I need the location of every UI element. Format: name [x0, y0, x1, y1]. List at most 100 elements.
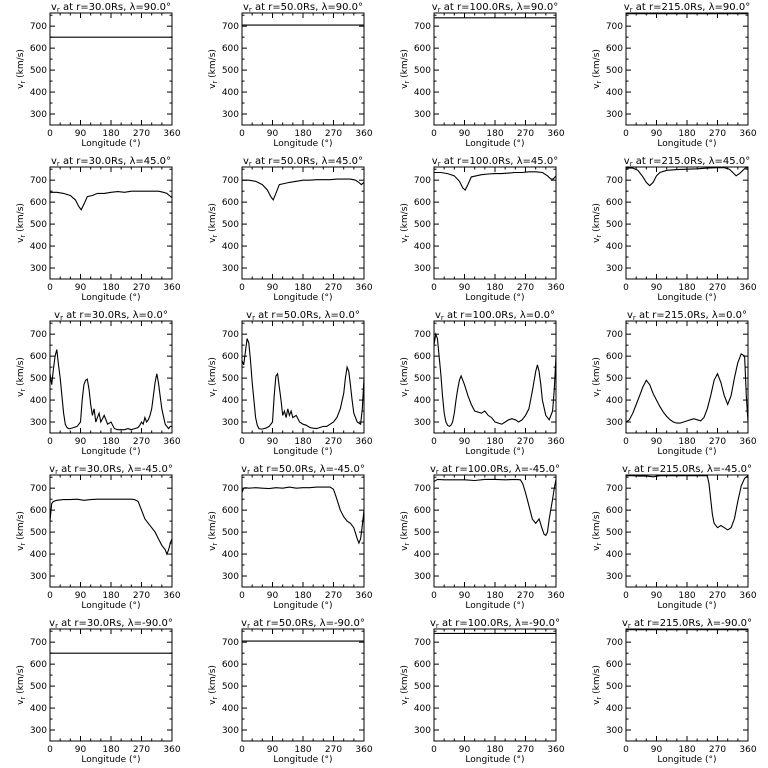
- x-tick-label: 90: [651, 745, 663, 755]
- y-axis-label: vr (km/s): [592, 357, 603, 397]
- y-tick-label: 600: [30, 352, 47, 362]
- chart-title: vr at r=100.0Rs, λ=-45.0°: [430, 464, 560, 476]
- y-tick-label: 600: [606, 198, 623, 208]
- x-tick-label: 270: [517, 129, 534, 139]
- y-tick-label: 400: [30, 396, 47, 406]
- y-axis-label: vr (km/s): [592, 49, 603, 89]
- chart-panel: vr at r=50.0Rs, λ=90.0° 0 90 180 270 360 300 40…: [208, 2, 373, 149]
- x-tick-label: 0: [239, 745, 245, 755]
- x-tick-label: 270: [709, 591, 726, 601]
- y-tick-label: 400: [30, 88, 47, 98]
- x-tick-label: 180: [102, 129, 119, 139]
- y-tick-label: 300: [414, 264, 431, 274]
- y-tick-label: 300: [222, 264, 239, 274]
- y-tick-label: 600: [414, 506, 431, 516]
- y-tick-label: 700: [606, 176, 623, 186]
- x-tick-label: 90: [267, 437, 279, 447]
- y-axis-label: vr (km/s): [400, 357, 411, 397]
- plot-frame: [625, 474, 749, 588]
- y-tick-label: 400: [222, 88, 239, 98]
- y-axis-label: vr (km/s): [16, 357, 27, 397]
- y-tick-label: 300: [222, 726, 239, 736]
- y-tick-label: 700: [606, 638, 623, 648]
- x-tick-label: 0: [47, 283, 53, 293]
- x-axis-label: Longitude (°): [657, 293, 716, 303]
- chart-title: vr at r=215.0Rs, λ=90.0°: [624, 2, 750, 14]
- y-tick-label: 500: [606, 220, 623, 230]
- y-tick-label: 400: [414, 242, 431, 252]
- y-tick-label: 500: [606, 66, 623, 76]
- chart-title: vr at r=50.0Rs, λ=45.0°: [243, 156, 363, 168]
- y-tick-label: 500: [222, 682, 239, 692]
- x-tick-label: 0: [239, 437, 245, 447]
- x-tick-label: 0: [47, 129, 53, 139]
- x-tick-label: 180: [486, 591, 503, 601]
- x-tick-label: 180: [678, 745, 695, 755]
- y-tick-label: 700: [222, 330, 239, 340]
- x-tick-label: 0: [623, 591, 629, 601]
- y-tick-label: 600: [606, 660, 623, 670]
- chart-title: vr at r=30.0Rs, λ=45.0°: [51, 156, 171, 168]
- y-tick-label: 400: [414, 396, 431, 406]
- x-tick-label: 270: [325, 283, 342, 293]
- x-tick-label: 90: [75, 129, 87, 139]
- y-tick-label: 300: [606, 418, 623, 428]
- x-tick-label: 0: [239, 591, 245, 601]
- y-tick-label: 600: [222, 660, 239, 670]
- y-tick-label: 400: [30, 242, 47, 252]
- y-tick-label: 700: [414, 638, 431, 648]
- series-line: [241, 486, 365, 545]
- chart-title: vr at r=215.0Rs, λ=45.0°: [624, 156, 750, 168]
- plot-frame: [625, 320, 749, 434]
- x-tick-label: 360: [355, 283, 372, 293]
- x-axis-label: Longitude (°): [465, 293, 524, 303]
- chart-title: vr at r=50.0Rs, λ=-90.0°: [241, 618, 365, 630]
- chart-panel: vr at r=215.0Rs, λ=0.0° 0 90 180 270 360 300 40…: [592, 310, 757, 457]
- x-tick-label: 180: [102, 437, 119, 447]
- y-tick-label: 500: [414, 220, 431, 230]
- x-tick-label: 90: [651, 283, 663, 293]
- x-tick-label: 270: [133, 437, 150, 447]
- y-axis-label: vr (km/s): [592, 203, 603, 243]
- y-tick-label: 400: [606, 704, 623, 714]
- y-tick-label: 400: [414, 704, 431, 714]
- x-axis-label: Longitude (°): [657, 755, 716, 765]
- x-tick-label: 0: [47, 745, 53, 755]
- y-tick-label: 700: [222, 638, 239, 648]
- y-axis-label: vr (km/s): [400, 511, 411, 551]
- y-tick-label: 300: [414, 418, 431, 428]
- y-axis-label: vr (km/s): [400, 203, 411, 243]
- x-tick-label: 0: [623, 745, 629, 755]
- x-tick-label: 180: [294, 437, 311, 447]
- y-tick-label: 400: [606, 396, 623, 406]
- chart-panel: vr at r=30.0Rs, λ=-45.0° 0 90 180 270 360 300 4…: [16, 464, 181, 611]
- x-tick-label: 180: [102, 283, 119, 293]
- plot-frame: [49, 12, 173, 126]
- chart-panel: vr at r=50.0Rs, λ=0.0° 0 90 180 270 360 300 400…: [208, 310, 373, 457]
- y-tick-label: 600: [414, 198, 431, 208]
- x-tick-label: 180: [294, 745, 311, 755]
- x-tick-label: 0: [431, 283, 437, 293]
- chart-title: vr at r=30.0Rs, λ=0.0°: [54, 310, 168, 322]
- chart-panel: vr at r=30.0Rs, λ=0.0° 0 90 180 270 360 300 400…: [16, 310, 181, 457]
- x-axis-label: Longitude (°): [657, 601, 716, 611]
- x-tick-label: 360: [739, 283, 756, 293]
- x-tick-label: 0: [47, 437, 53, 447]
- x-tick-label: 0: [623, 129, 629, 139]
- y-axis-label: vr (km/s): [208, 357, 219, 397]
- chart-panel: vr at r=215.0Rs, λ=90.0° 0 90 180 270 360 300 4…: [592, 2, 757, 149]
- chart-title: vr at r=30.0Rs, λ=90.0°: [51, 2, 171, 14]
- plot-frame: [241, 474, 365, 588]
- y-tick-label: 700: [222, 176, 239, 186]
- x-tick-label: 0: [239, 283, 245, 293]
- x-axis-label: Longitude (°): [81, 447, 140, 457]
- x-axis-label: Longitude (°): [465, 139, 524, 149]
- chart-panel: vr at r=100.0Rs, λ=90.0° 0 90 180 270 360 300 4…: [400, 2, 565, 149]
- x-tick-label: 90: [267, 591, 279, 601]
- x-tick-label: 360: [355, 129, 372, 139]
- y-tick-label: 300: [222, 418, 239, 428]
- plot-frame: [433, 166, 557, 280]
- y-tick-label: 600: [606, 506, 623, 516]
- y-tick-label: 400: [30, 550, 47, 560]
